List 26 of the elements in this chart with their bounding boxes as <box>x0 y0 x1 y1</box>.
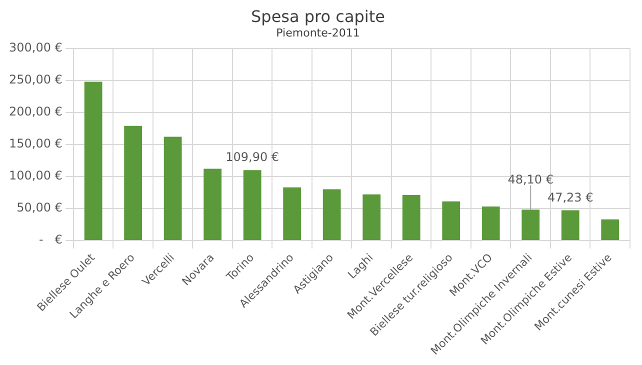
bar <box>601 219 620 240</box>
y-tick-label: 50,00 € <box>16 200 62 215</box>
data-label: 109,90 € <box>226 150 280 164</box>
y-tick-label: 250,00 € <box>9 72 62 87</box>
y-tick-label: 100,00 € <box>9 168 62 183</box>
y-tick-label: 200,00 € <box>9 104 62 119</box>
bar <box>402 195 420 240</box>
data-label: 47,23 € <box>547 190 594 204</box>
data-label: 48,10 € <box>508 172 554 186</box>
bar <box>164 136 182 240</box>
chart-title: Spesa pro capite <box>251 6 385 26</box>
bar <box>482 206 500 240</box>
bar <box>362 194 381 240</box>
y-tick-label: - € <box>39 232 62 247</box>
bar <box>522 210 540 240</box>
bar <box>561 210 580 240</box>
bar <box>442 201 460 240</box>
bar <box>84 82 102 240</box>
bar <box>283 187 302 240</box>
bar <box>204 168 222 240</box>
bar <box>124 126 142 240</box>
chart-subtitle: Piemonte-2011 <box>276 26 360 40</box>
bar <box>322 189 341 240</box>
y-tick-label: 300,00 € <box>9 40 62 55</box>
y-tick-label: 150,00 € <box>9 136 62 151</box>
bar <box>243 170 262 240</box>
